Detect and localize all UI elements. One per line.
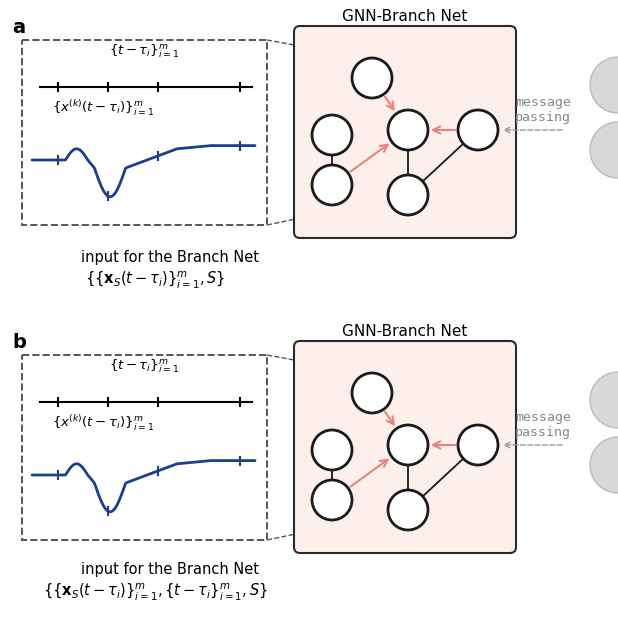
Circle shape [590,122,618,178]
FancyBboxPatch shape [22,355,267,540]
Text: $\{x^{(k)}(t-\tau_i)\}_{i=1}^m$: $\{x^{(k)}(t-\tau_i)\}_{i=1}^m$ [52,413,154,433]
Text: $\mathbf{b}$: $\mathbf{b}$ [12,333,27,352]
Text: $\{t-\tau_i\}_{i=1}^m$: $\{t-\tau_i\}_{i=1}^m$ [109,357,180,375]
FancyBboxPatch shape [294,341,516,553]
Text: $\{t-\tau_i\}_{i=1}^m$: $\{t-\tau_i\}_{i=1}^m$ [109,42,180,60]
Text: message
passing: message passing [515,411,571,439]
Text: GNN-Branch Net: GNN-Branch Net [342,324,468,339]
FancyBboxPatch shape [22,40,267,225]
Circle shape [352,58,392,98]
Circle shape [312,115,352,155]
Circle shape [458,425,498,465]
Circle shape [312,480,352,520]
Circle shape [458,110,498,150]
Text: input for the Branch Net: input for the Branch Net [81,250,259,265]
FancyBboxPatch shape [294,26,516,238]
Text: $\{\{\mathbf{x}_S(t-\tau_i)\}_{i=1}^m, \{t-\tau_i\}_{i=1}^m, S\}$: $\{\{\mathbf{x}_S(t-\tau_i)\}_{i=1}^m, \… [43,582,268,603]
Circle shape [312,165,352,205]
Circle shape [590,372,618,428]
Circle shape [388,490,428,530]
Circle shape [388,175,428,215]
Text: GNN-Branch Net: GNN-Branch Net [342,9,468,24]
Circle shape [388,110,428,150]
Text: $\{\{\mathbf{x}_S(t-\tau_i)\}_{i=1}^m, S\}$: $\{\{\mathbf{x}_S(t-\tau_i)\}_{i=1}^m, S… [85,270,226,291]
Circle shape [352,373,392,413]
Text: message
passing: message passing [515,96,571,124]
Text: $\{x^{(k)}(t-\tau_i)\}_{i=1}^m$: $\{x^{(k)}(t-\tau_i)\}_{i=1}^m$ [52,99,154,118]
Circle shape [312,430,352,470]
Text: $\mathbf{a}$: $\mathbf{a}$ [12,18,25,37]
Circle shape [590,57,618,113]
Text: input for the Branch Net: input for the Branch Net [81,562,259,577]
Circle shape [590,437,618,493]
Circle shape [388,425,428,465]
